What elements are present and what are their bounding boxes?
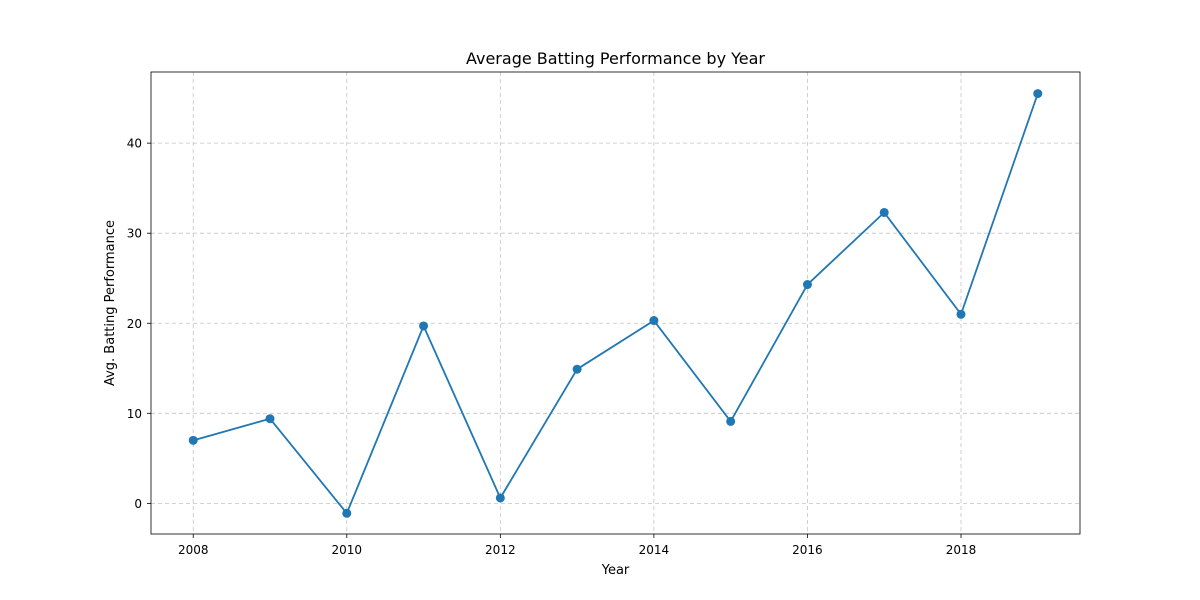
y-tick-label: 10 <box>127 407 142 421</box>
plot-frame <box>150 71 1081 535</box>
x-tick-label: 2008 <box>178 543 209 557</box>
y-tick-label: 0 <box>134 497 142 511</box>
data-point <box>188 435 198 445</box>
x-tick-label: 2018 <box>946 543 977 557</box>
series-layer <box>188 89 1043 518</box>
data-point <box>879 207 889 217</box>
x-axis-label: Year <box>601 563 630 578</box>
y-tick-label: 30 <box>127 227 142 241</box>
data-point <box>419 321 429 331</box>
data-point <box>265 414 275 424</box>
data-point <box>956 309 966 319</box>
axis-ticks: 2008 2010 2012 2014 2016 2018 0 10 20 30 40 <box>127 137 977 557</box>
x-tick-label: 2010 <box>332 543 363 557</box>
data-point <box>802 280 812 290</box>
data-point <box>342 508 352 518</box>
data-point <box>495 493 505 503</box>
chart-title: Average Batting Performance by Year <box>466 49 765 68</box>
data-point <box>726 416 736 426</box>
x-tick-label: 2014 <box>639 543 670 557</box>
y-tick-label: 40 <box>127 137 142 151</box>
x-tick-label: 2012 <box>485 543 516 557</box>
series-line <box>192 93 1039 515</box>
grid <box>151 72 1080 534</box>
data-point <box>1033 89 1043 99</box>
data-point <box>649 316 659 326</box>
data-point <box>572 364 582 374</box>
y-axis-label: Avg. Batting Performance <box>103 220 118 386</box>
y-tick-label: 20 <box>127 317 142 331</box>
x-tick-label: 2016 <box>792 543 823 557</box>
